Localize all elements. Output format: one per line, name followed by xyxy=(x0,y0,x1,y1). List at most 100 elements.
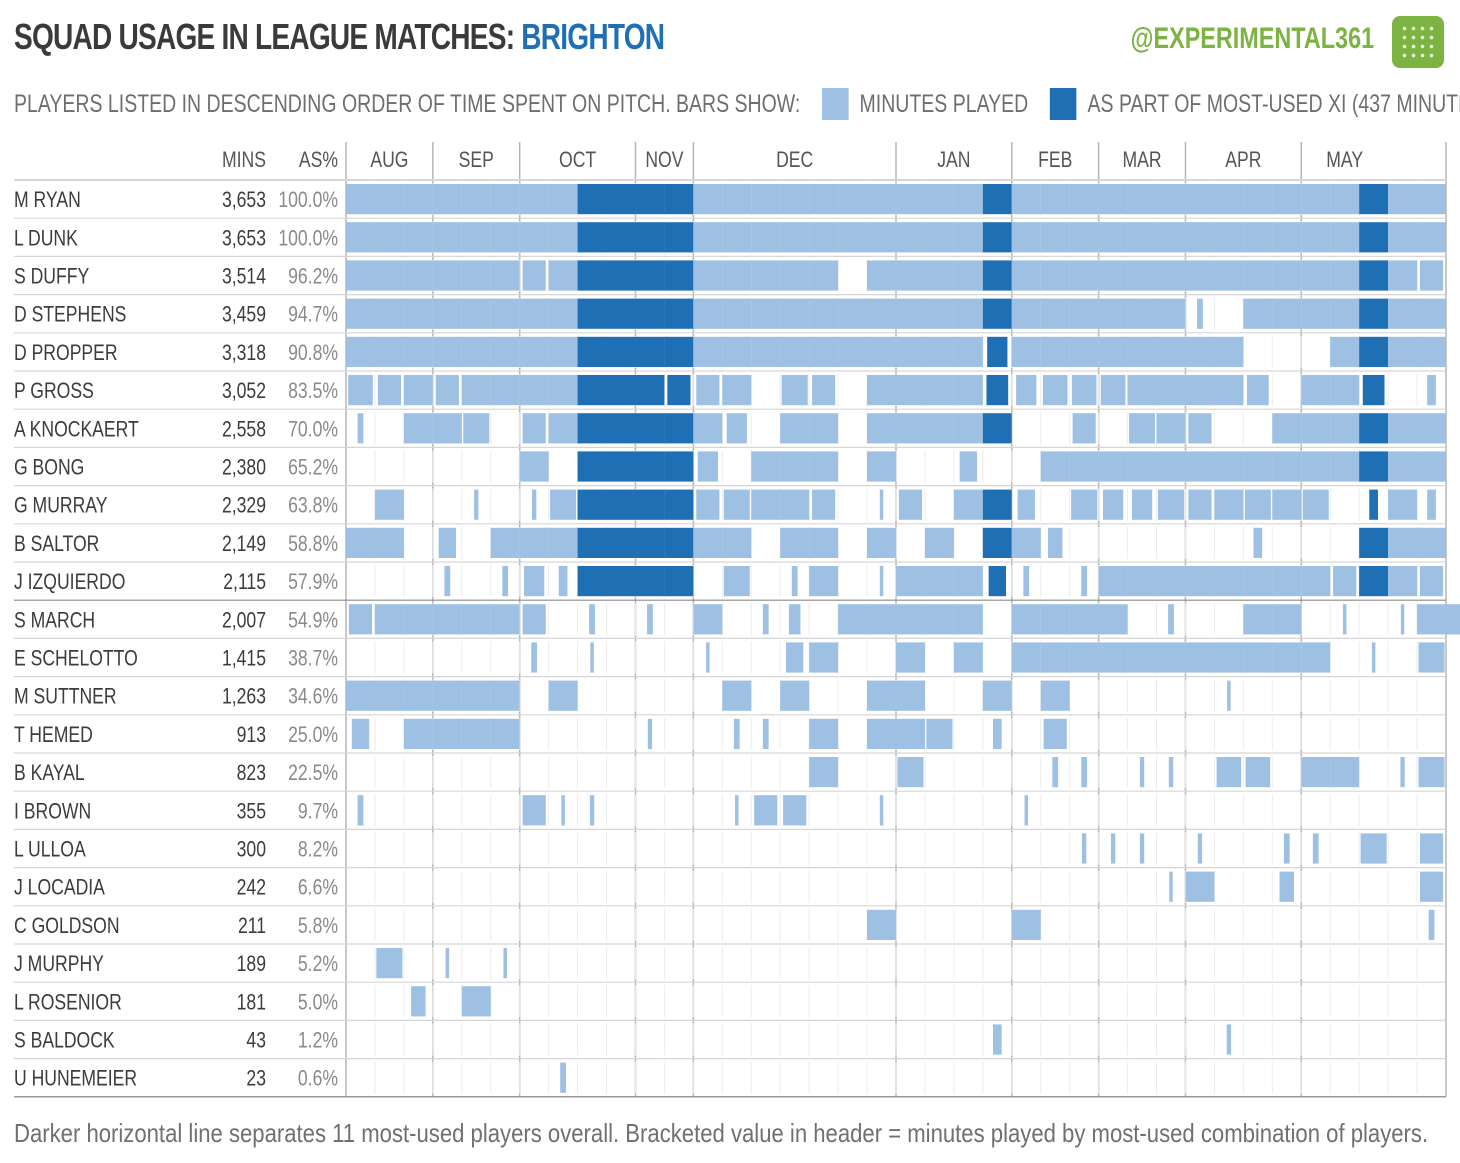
bar-d-propper-m3 xyxy=(403,336,433,367)
bar-p-gross-m21 xyxy=(924,375,954,406)
player-name: J IZQUIERDO xyxy=(14,570,125,594)
bar-j-izquierdo-m14 xyxy=(723,566,750,597)
bar-s-duffy-m26 xyxy=(1069,260,1099,291)
bar-a-knockaert-m9 xyxy=(577,413,607,444)
bar-j-izquierdo-m10 xyxy=(606,566,636,597)
title-text: SQUAD USAGE IN LEAGUE MATCHES: xyxy=(14,16,522,57)
player-name: G MURRAY xyxy=(14,494,107,518)
bar-d-stephens-m11 xyxy=(635,298,665,329)
bar-e-schelotto-m24 xyxy=(1011,642,1041,673)
subtitle: PLAYERS LISTED IN DESCENDING ORDER OF TI… xyxy=(14,88,1460,120)
bar-a-knockaert-m36 xyxy=(1359,413,1389,444)
bar-s-march-m35 xyxy=(1342,604,1347,635)
bar-p-gross-m24 xyxy=(1016,375,1037,406)
bar-g-murray-m10 xyxy=(606,489,636,520)
bar-t-hemed-m5 xyxy=(461,718,491,749)
bar-s-march-m9 xyxy=(589,604,595,635)
bar-m-ryan-m26 xyxy=(1069,184,1099,215)
bar-s-duffy-m24 xyxy=(1011,260,1041,291)
bar-s-duffy-m3 xyxy=(403,260,433,291)
bar-b-saltor-m9 xyxy=(577,527,607,558)
bar-p-gross-m20 xyxy=(896,375,925,406)
bar-p-gross-m23 xyxy=(986,375,1009,406)
bar-p-gross-m38 xyxy=(1427,375,1436,406)
bar-s-march-m25 xyxy=(1040,604,1070,635)
bar-j-murphy-m2 xyxy=(376,948,403,979)
bar-g-murray-m14 xyxy=(723,489,750,520)
bar-p-gross-m26 xyxy=(1071,375,1097,406)
bar-s-march-m39 xyxy=(1446,604,1460,635)
bar-d-propper-m10 xyxy=(606,336,636,367)
bar-d-propper-m4 xyxy=(432,336,462,367)
bar-s-duffy-m32 xyxy=(1243,260,1273,291)
bar-e-schelotto-m31 xyxy=(1214,642,1244,673)
bar-d-propper-m19 xyxy=(867,336,896,367)
bar-j-izquierdo-m21 xyxy=(924,566,954,597)
twitter-handle[interactable]: @EXPERIMENTAL361 xyxy=(1130,22,1374,55)
bar-a-knockaert-m38 xyxy=(1417,413,1446,444)
bar-s-duffy-m1 xyxy=(346,260,375,291)
bar-s-duffy-m7 xyxy=(522,260,546,291)
player-name: S MARCH xyxy=(14,609,95,633)
bar-m-suttner-m5 xyxy=(461,680,491,711)
bar-s-duffy-m30 xyxy=(1185,260,1215,291)
bar-j-izquierdo-m7 xyxy=(524,566,545,597)
bar-g-bong-m37 xyxy=(1388,451,1418,482)
bar-m-ryan-m20 xyxy=(896,184,925,215)
bar-t-hemed-m6 xyxy=(490,718,520,749)
bar-e-schelotto-m7 xyxy=(531,642,538,673)
bar-m-suttner-m20 xyxy=(896,680,925,711)
bar-s-baldock-m31 xyxy=(1226,1024,1232,1055)
player-minutes: 300 xyxy=(237,838,266,862)
bar-t-hemed-m21 xyxy=(926,718,953,749)
bar-d-stephens-m1 xyxy=(346,298,375,329)
bar-d-propper-m37 xyxy=(1388,336,1418,367)
bar-b-saltor-m24 xyxy=(1011,527,1041,558)
bar-s-march-m5 xyxy=(461,604,491,635)
bar-a-knockaert-m14 xyxy=(726,413,747,444)
bar-a-knockaert-m16 xyxy=(780,413,810,444)
bar-d-propper-m13 xyxy=(693,336,723,367)
bar-l-dunk-m38 xyxy=(1417,222,1446,253)
player-percent: 96.2% xyxy=(288,265,338,289)
bar-g-murray-m34 xyxy=(1302,489,1329,520)
bar-g-murray-m12 xyxy=(664,489,694,520)
bar-g-bong-m9 xyxy=(577,451,607,482)
bar-m-suttner-m31 xyxy=(1227,680,1231,711)
bar-g-murray-m19 xyxy=(879,489,884,520)
bar-b-saltor-m19 xyxy=(867,527,896,558)
bar-d-propper-m31 xyxy=(1214,336,1244,367)
bar-l-dunk-m32 xyxy=(1243,222,1273,253)
bar-m-ryan-m2 xyxy=(374,184,404,215)
player-percent: 83.5% xyxy=(288,379,338,403)
bar-s-duffy-m36 xyxy=(1359,260,1389,291)
bar-s-march-m7 xyxy=(522,604,546,635)
bar-c-goldson-m19 xyxy=(867,909,896,940)
bar-p-gross-m2 xyxy=(377,375,401,406)
bar-s-duffy-m35 xyxy=(1330,260,1360,291)
bar-d-stephens-m24 xyxy=(1011,298,1041,329)
bar-b-saltor-m37 xyxy=(1388,527,1418,558)
bar-l-dunk-m9 xyxy=(577,222,607,253)
bar-d-propper-m12 xyxy=(664,336,694,367)
bar-s-duffy-m33 xyxy=(1272,260,1302,291)
bar-a-knockaert-m26 xyxy=(1072,413,1096,444)
bar-e-schelotto-m29 xyxy=(1156,642,1186,673)
bar-a-knockaert-m29 xyxy=(1156,413,1186,444)
bar-m-ryan-m7 xyxy=(519,184,549,215)
bar-a-knockaert-m12 xyxy=(664,413,694,444)
bar-l-ulloa-m27 xyxy=(1110,833,1116,864)
bar-t-hemed-m19 xyxy=(867,718,896,749)
bar-d-stephens-m12 xyxy=(664,298,694,329)
bar-p-gross-m6 xyxy=(490,375,520,406)
bar-b-saltor-m25 xyxy=(1047,527,1063,558)
bar-u-hunemeier-m8 xyxy=(560,1062,566,1093)
bar-m-ryan-m18 xyxy=(838,184,868,215)
player-minutes: 355 xyxy=(237,800,266,824)
bar-e-schelotto-m27 xyxy=(1098,642,1128,673)
bar-p-gross-m5 xyxy=(461,375,491,406)
bar-d-stephens-m4 xyxy=(432,298,462,329)
bar-d-stephens-m5 xyxy=(461,298,491,329)
bar-t-hemed-m1 xyxy=(351,718,370,749)
bar-p-gross-m27 xyxy=(1100,375,1126,406)
